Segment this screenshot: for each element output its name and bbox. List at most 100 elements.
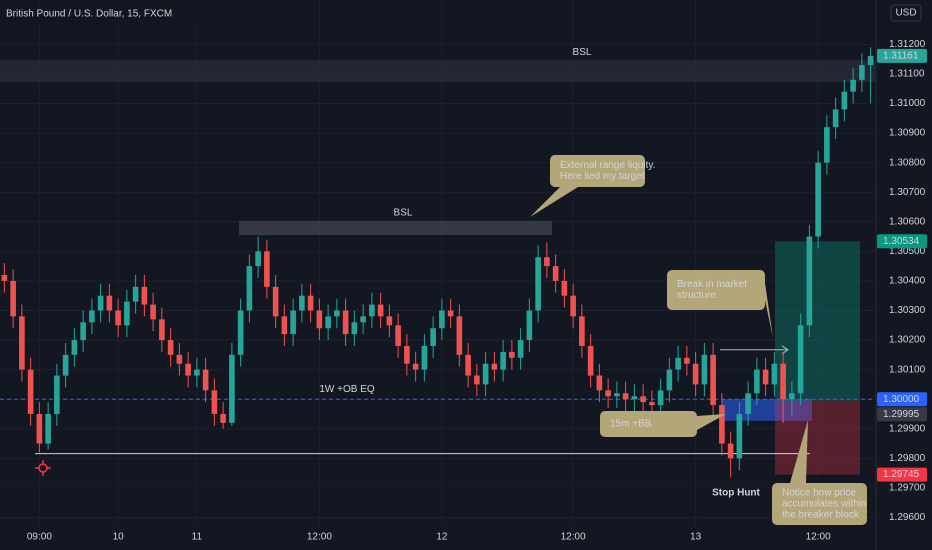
candle-body [587, 345, 594, 376]
candle-body [342, 310, 349, 335]
candle-body [54, 375, 60, 414]
candle-body [824, 127, 830, 163]
candle-body [552, 266, 559, 281]
candle-body [465, 354, 471, 376]
candle-body [500, 351, 506, 370]
callout-text: Notice how price [782, 488, 856, 499]
y-tick-label: 1.31000 [889, 98, 926, 109]
candle-body [439, 310, 445, 329]
zone-label: BSL [573, 47, 592, 58]
candle-body [631, 396, 638, 400]
crosshair-icon [35, 460, 51, 476]
y-tick-label: 1.29600 [889, 512, 926, 523]
candle-body [202, 369, 209, 391]
y-tick-label: 1.30900 [889, 128, 926, 139]
candle-body [97, 295, 104, 311]
y-tick-label: 1.30700 [889, 187, 926, 198]
y-tick-label: 1.31200 [889, 39, 926, 50]
candle-body [710, 354, 716, 406]
candle-body [719, 405, 725, 444]
candle-body [255, 251, 261, 267]
candle-body [325, 316, 331, 329]
candle-body [736, 413, 743, 459]
y-tick-label: 1.30300 [889, 305, 926, 316]
callout-text: accumulates within [782, 499, 866, 510]
candle-body [649, 402, 655, 406]
candle-body [167, 340, 174, 355]
stop-hunt-label: Stop Hunt [712, 488, 760, 499]
candle-body [666, 369, 673, 391]
price-label: 1.30534 [883, 236, 920, 247]
candle-body [762, 369, 769, 385]
candle-body [281, 316, 288, 335]
candle-body [316, 310, 323, 329]
price-label-bg [877, 234, 927, 249]
x-tick-label: 12:00 [806, 532, 831, 543]
candle-body [421, 345, 428, 370]
callout-tail [765, 283, 773, 338]
candle-body [115, 310, 121, 326]
y-tick-label: 1.30600 [889, 216, 926, 227]
price-label: 1.31161 [883, 51, 919, 62]
candle-body [867, 55, 874, 66]
callout-box [772, 483, 867, 525]
candle-body [859, 65, 865, 80]
candle-body [369, 304, 375, 317]
candle-body [701, 354, 708, 385]
arrow-head [781, 345, 789, 355]
candle-body [727, 443, 734, 459]
candle-body [561, 280, 568, 296]
price-label-bg [877, 407, 927, 422]
candle-body [789, 393, 795, 400]
candle-body [351, 322, 358, 335]
callout-text: Here lied my target [560, 171, 645, 182]
candle-body [211, 390, 218, 414]
callout-text: External range liquity. [560, 160, 655, 171]
candle-body [517, 340, 524, 358]
candle-body [806, 236, 813, 326]
y-tick-label: 1.31100 [889, 69, 925, 80]
candle-body [535, 257, 541, 311]
candle-body [89, 310, 95, 323]
zone [722, 399, 812, 421]
candle-body [159, 319, 165, 341]
stop-zone [775, 400, 860, 475]
price-label-bg [877, 48, 927, 63]
candle-body [264, 251, 270, 287]
candle-body [71, 340, 78, 355]
y-tick-label: 1.29900 [889, 423, 926, 434]
candle-body [62, 354, 69, 376]
callout-tail [530, 187, 578, 217]
y-tick-label: 1.30200 [889, 335, 926, 346]
zone-label: BSL [394, 208, 413, 219]
candle-body [194, 369, 200, 376]
candle-body [640, 396, 646, 403]
callout-text: Break in market [677, 279, 747, 290]
x-tick-label: 12:00 [561, 532, 586, 543]
price-label-bg [877, 467, 927, 482]
candle-body [430, 328, 436, 346]
candle-body [526, 310, 533, 341]
candle-body [456, 316, 463, 355]
candle-body [290, 310, 296, 335]
candle-body [80, 322, 86, 341]
candle-body [491, 363, 498, 370]
x-tick-label: 13 [690, 532, 702, 543]
callout-text: structure [677, 290, 716, 301]
candle-body [132, 286, 139, 302]
price-label-bg [877, 392, 927, 407]
zone [239, 220, 552, 236]
y-tick-label: 1.29700 [889, 483, 926, 494]
currency-label: USD [895, 8, 916, 19]
candle-body [570, 295, 576, 317]
y-tick-label: 1.30800 [889, 157, 926, 168]
candle-body [797, 325, 804, 394]
level-label: 1W +OB EQ [319, 384, 375, 395]
x-tick-label: 12:00 [307, 532, 332, 543]
candle-body [815, 162, 821, 237]
chart-title: British Pound / U.S. Dollar, 15, FXCM [6, 9, 172, 20]
candle-body [657, 390, 664, 406]
price-label: 1.30000 [883, 394, 920, 405]
